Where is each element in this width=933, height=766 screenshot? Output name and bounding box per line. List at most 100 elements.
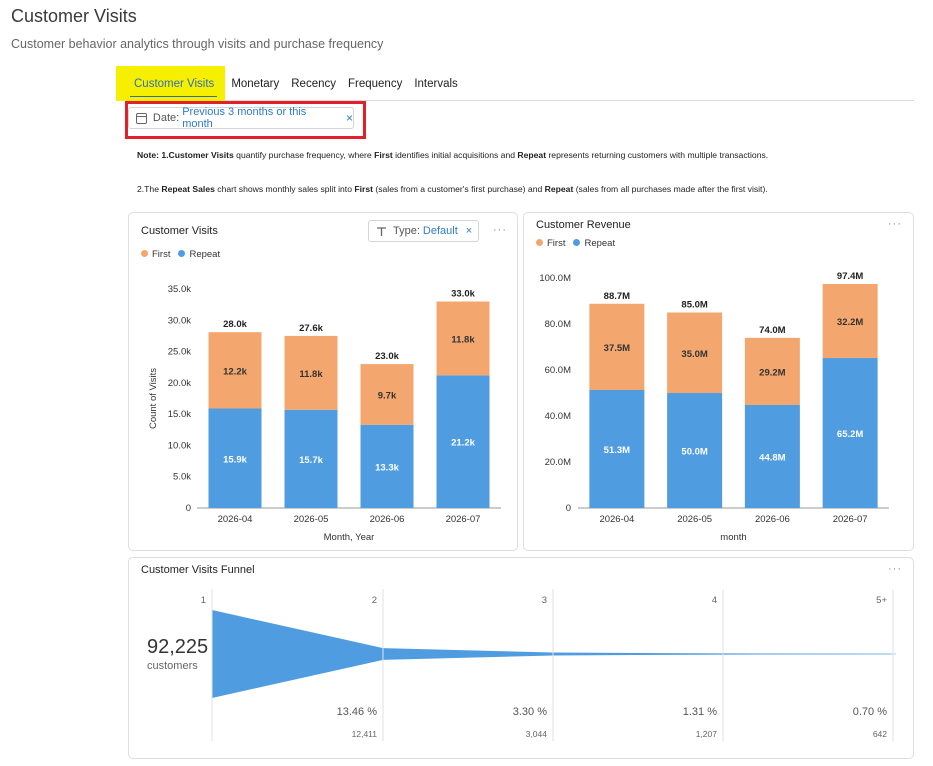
bar-label-first: 11.8k xyxy=(299,369,323,380)
bar-total-label: 85.0M xyxy=(681,300,707,311)
close-icon[interactable]: × xyxy=(465,225,473,237)
type-filter-chip[interactable]: Type: Default × xyxy=(368,220,479,242)
bar-label-repeat: 15.7k xyxy=(299,455,323,466)
bar-label-first: 32.2M xyxy=(837,317,863,328)
note-bold: Repeat xyxy=(517,150,547,160)
bar-label-repeat: 13.3k xyxy=(375,462,399,473)
type-filter-label: Type: xyxy=(393,225,420,237)
funnel-count: 642 xyxy=(873,729,887,739)
note-text: quantify purchase frequency, where xyxy=(233,150,375,160)
funnel-stage-label: 3 xyxy=(542,595,547,606)
tab-recency[interactable]: Recency xyxy=(291,77,336,90)
bar-label-first: 9.7k xyxy=(378,390,397,401)
tab-monetary[interactable]: Monetary xyxy=(231,77,280,90)
funnel-stage-label: 5+ xyxy=(876,595,887,606)
funnel-title: Customer Visits Funnel xyxy=(141,564,255,576)
note-line-1: Note: 1.Customer Visits quantify purchas… xyxy=(137,150,768,160)
legend-first-label: First xyxy=(547,238,566,249)
first-swatch-icon xyxy=(141,250,148,257)
funnel-count: 12,411 xyxy=(352,729,378,739)
funnel-count: 3,044 xyxy=(526,729,548,739)
bar-label-first: 11.8k xyxy=(451,334,475,345)
page-title: Customer Visits xyxy=(11,6,137,26)
close-icon[interactable]: × xyxy=(345,111,353,125)
revenue-legend: First Repeat xyxy=(536,238,615,249)
bar-repeat xyxy=(822,358,878,508)
bar-label-first: 35.0M xyxy=(681,349,707,360)
bar-first xyxy=(208,332,262,409)
bar-repeat xyxy=(436,375,490,508)
bar-repeat xyxy=(744,404,800,508)
legend-first[interactable]: First xyxy=(536,238,565,249)
funnel-percent: 0.70 % xyxy=(853,706,887,718)
bar-label-repeat: 51.3M xyxy=(604,445,630,456)
legend-repeat[interactable]: Repeat xyxy=(178,249,220,260)
funnel-total-label: customers xyxy=(147,660,198,672)
filter-highlight-box xyxy=(125,101,366,139)
y-tick-label: 20.0k xyxy=(168,378,191,389)
bar-repeat xyxy=(284,409,338,508)
legend-repeat[interactable]: Repeat xyxy=(573,238,615,249)
customer-visits-chart: 0 5.0k 10.0k 15.0k 20.0k 25.0k 30.0k 35.0k 15.9k… xyxy=(148,284,501,543)
funnel-chart: 1 2 13.46 % 12,411 3 3.30 % 3,044 4 1.31 % 1,207 5… xyxy=(201,589,896,741)
y-tick-label: 10.0k xyxy=(168,440,191,451)
y-tick-label: 15.0k xyxy=(168,409,191,420)
bar-repeat xyxy=(208,408,262,508)
bar-label-repeat: 44.8M xyxy=(759,452,785,463)
bar-first xyxy=(667,312,723,393)
y-tick-label: 20.0M xyxy=(545,457,571,468)
visits-menu-icon[interactable]: ··· xyxy=(493,224,507,236)
bar-label-repeat: 21.2k xyxy=(451,438,475,449)
date-filter-value: Previous 3 months or this month xyxy=(182,106,307,130)
legend-first-label: First xyxy=(152,249,171,260)
revenue-menu-icon[interactable]: ··· xyxy=(888,218,902,230)
bar-label-first: 37.5M xyxy=(604,343,630,354)
funnel-total: 92,225 xyxy=(147,636,209,658)
tab-customer-visits[interactable]: Customer Visits xyxy=(116,65,226,101)
visits-legend: First Repeat xyxy=(141,249,220,260)
bar-total-label: 27.6k xyxy=(299,323,323,334)
y-tick-label: 60.0M xyxy=(545,365,571,376)
note-text: represents returning customers with mult… xyxy=(546,150,769,160)
x-tick-label: 2026-06 xyxy=(370,514,405,525)
note-text: identifies initial acquisitions and xyxy=(392,150,518,160)
funnel-shape xyxy=(212,610,896,698)
y-axis-title: Count of Visits xyxy=(148,368,159,429)
x-tick-label: 2026-04 xyxy=(218,514,253,525)
bar-label-repeat: 15.9k xyxy=(223,454,247,465)
x-tick-label: 2026-07 xyxy=(446,514,481,525)
bar-label-repeat: 50.0M xyxy=(681,447,707,458)
tab-intervals[interactable]: Intervals xyxy=(414,77,458,90)
note-bold: Repeat xyxy=(544,184,574,194)
bar-total-label: 23.0k xyxy=(375,351,399,362)
funnel-stage-label: 1 xyxy=(201,595,206,606)
legend-repeat-label: Repeat xyxy=(189,249,221,260)
y-tick-label: 0 xyxy=(186,503,191,514)
funnel-percent: 13.46 % xyxy=(337,706,378,718)
note-text: chart shows monthly sales split into xyxy=(214,184,355,194)
funnel-menu-icon[interactable]: ··· xyxy=(888,563,902,575)
bar-total-label: 28.0k xyxy=(223,319,247,330)
x-tick-label: 2026-05 xyxy=(677,514,712,525)
y-tick-label: 35.0k xyxy=(168,284,191,295)
bar-first xyxy=(589,303,645,391)
note-text: (sales from all purchases made after the… xyxy=(573,184,768,194)
note-prefix: Note: 1. xyxy=(137,150,169,160)
x-axis-title: Month, Year xyxy=(324,532,375,543)
date-filter-chip[interactable]: Date: Previous 3 months or this month × xyxy=(128,106,354,130)
funnel-stage-label: 2 xyxy=(372,595,377,606)
bar-repeat xyxy=(589,390,645,508)
legend-first[interactable]: First xyxy=(141,249,170,260)
bar-first xyxy=(822,283,878,359)
bar-repeat xyxy=(667,393,723,508)
customer-revenue-chart: 0 20.0M 40.0M 60.0M 80.0M 100.0M 51.3M 37.5M 88.… xyxy=(539,271,889,543)
bar-label-first: 29.2M xyxy=(759,367,785,378)
calendar-icon xyxy=(136,112,147,124)
page-subtitle: Customer behavior analytics through visi… xyxy=(11,37,384,51)
note-text: (sales from a customer's first purchase)… xyxy=(372,184,545,194)
y-tick-label: 0 xyxy=(566,503,571,514)
bar-total-label: 88.7M xyxy=(604,291,630,302)
tab-frequency[interactable]: Frequency xyxy=(348,77,403,90)
y-tick-label: 100.0M xyxy=(539,273,571,284)
funnel-percent: 1.31 % xyxy=(683,706,717,718)
